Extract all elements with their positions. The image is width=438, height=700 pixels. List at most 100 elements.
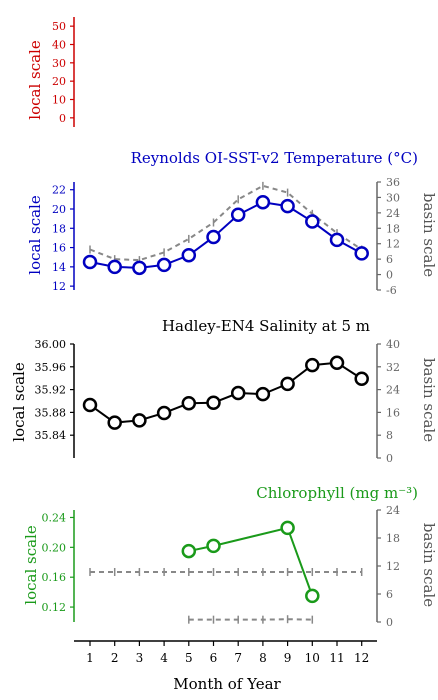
local-point (230, 207, 246, 223)
left-tick-label: 0.24 (42, 511, 67, 524)
local-point (280, 198, 295, 214)
local-point (255, 195, 271, 210)
left-tick-label: 40 (52, 39, 66, 52)
x-axis-label: Month of Year (173, 675, 281, 693)
local-point (156, 257, 172, 273)
right-tick-label: 0 (386, 269, 393, 282)
panel3-right-ylabel: basin scale (420, 358, 438, 442)
right-tick-label: 24 (386, 207, 400, 220)
local-point (132, 413, 147, 428)
left-tick-label: 35.84 (35, 429, 67, 442)
left-tick-label: 22 (52, 184, 66, 197)
right-tick-label: 40 (386, 338, 400, 351)
panel1-left-axis: 0 10 20 30 40 50 (52, 17, 75, 127)
panel3-left-axis: 35.84 35.88 35.92 35.96 36.00 (35, 338, 75, 458)
left-tick-label: 35.96 (35, 361, 67, 374)
left-tick-label: 50 (52, 20, 66, 33)
local-point (107, 259, 122, 275)
panel-salinity: Hadley-EN4 Salinity at 5 m local scale b… (10, 317, 438, 576)
right-tick-label: 18 (386, 222, 400, 235)
right-tick-label: 30 (386, 191, 400, 204)
right-tick-label: 8 (386, 429, 393, 442)
local-point (354, 371, 369, 387)
right-tick-label: 24 (386, 384, 400, 397)
panel4-local-series (181, 520, 320, 604)
left-tick-label: 16 (52, 242, 66, 255)
left-tick-label: 20 (52, 203, 66, 216)
x-tick-label: 4 (160, 651, 168, 665)
local-line (89, 201, 363, 269)
left-tick-label: 35.88 (35, 406, 67, 419)
right-tick-label: 6 (386, 253, 393, 266)
x-tick-label: 6 (210, 651, 218, 665)
right-tick-label: 24 (386, 504, 400, 517)
x-tick-label: 7 (234, 651, 242, 665)
local-point (255, 386, 271, 402)
right-tick-label: 12 (386, 238, 400, 251)
local-point (82, 397, 98, 413)
local-point (181, 396, 197, 411)
local-point (206, 229, 221, 245)
right-tick-label: 0 (386, 616, 393, 629)
panel-chlorophyll: Chlorophyll (mg m⁻³) local scale basin s… (22, 484, 438, 629)
local-line (188, 526, 314, 597)
right-tick-label: 18 (386, 532, 400, 545)
left-tick-label: 30 (52, 57, 66, 70)
panel2-right-axis: -6 0 6 12 18 24 30 36 (376, 176, 400, 297)
right-tick-label: 32 (386, 361, 400, 374)
panel-empty: local scale 0 10 20 30 40 50 (26, 17, 75, 127)
left-tick-label: 36.00 (35, 338, 67, 351)
local-point (280, 376, 295, 392)
left-tick-label: 0.16 (42, 571, 67, 584)
local-point (305, 357, 320, 373)
x-tick-label: 1 (86, 651, 94, 665)
local-point (156, 405, 172, 421)
local-point (132, 260, 147, 276)
panel4-right-axis: 0 6 12 18 24 (376, 504, 400, 629)
x-tick-label: 11 (329, 651, 344, 665)
left-tick-label: 14 (52, 261, 66, 274)
panel-temperature: Reynolds OI-SST-v2 Temperature (°C) loca… (26, 149, 438, 297)
panel3-basin-series (89, 568, 363, 576)
right-tick-label: -6 (386, 284, 397, 297)
panel4-basin-series (188, 615, 314, 624)
panel3-local-series (82, 355, 369, 430)
local-point (107, 415, 122, 430)
panel2-left-ylabel: local scale (26, 195, 44, 275)
panel2-left-axis: 12 14 16 18 20 22 (52, 182, 75, 293)
local-point (280, 520, 295, 536)
local-point (305, 214, 320, 229)
panel3-right-axis: 0 8 16 24 32 40 (376, 338, 400, 465)
left-tick-label: 0 (59, 112, 66, 125)
local-point (354, 246, 369, 261)
right-tick-label: 12 (386, 560, 400, 573)
left-tick-label: 35.92 (35, 384, 67, 397)
right-tick-label: 16 (386, 406, 400, 419)
x-tick-label: 10 (305, 651, 320, 665)
salinity-title: Hadley-EN4 Salinity at 5 m (162, 317, 370, 335)
chlorophyll-title: Chlorophyll (mg m⁻³) (256, 484, 418, 502)
panel2-basin-series (89, 181, 363, 265)
x-axis: 1 2 3 4 5 6 7 8 9 10 11 12 (74, 640, 377, 665)
left-tick-label: 18 (52, 222, 66, 235)
x-tick-label: 5 (185, 651, 193, 665)
panel1-left-ylabel: local scale (26, 40, 44, 120)
left-tick-label: 0.20 (42, 541, 67, 554)
local-point (82, 254, 98, 270)
local-point (329, 355, 345, 371)
local-point (206, 395, 221, 410)
right-tick-label: 36 (386, 176, 400, 189)
panel2-local-series (82, 195, 369, 276)
right-tick-label: 0 (386, 452, 393, 465)
basin-line (89, 184, 363, 262)
panel4-left-ylabel: local scale (22, 525, 40, 605)
left-tick-label: 0.12 (42, 601, 67, 614)
panel4-right-ylabel: basin scale (420, 523, 438, 607)
local-point (206, 538, 221, 554)
x-tick-label: 9 (284, 651, 292, 665)
panel4-left-axis: 0.12 0.16 0.20 0.24 (42, 510, 75, 622)
local-point (230, 385, 246, 401)
x-tick-label: 3 (136, 651, 144, 665)
local-point (181, 543, 197, 559)
